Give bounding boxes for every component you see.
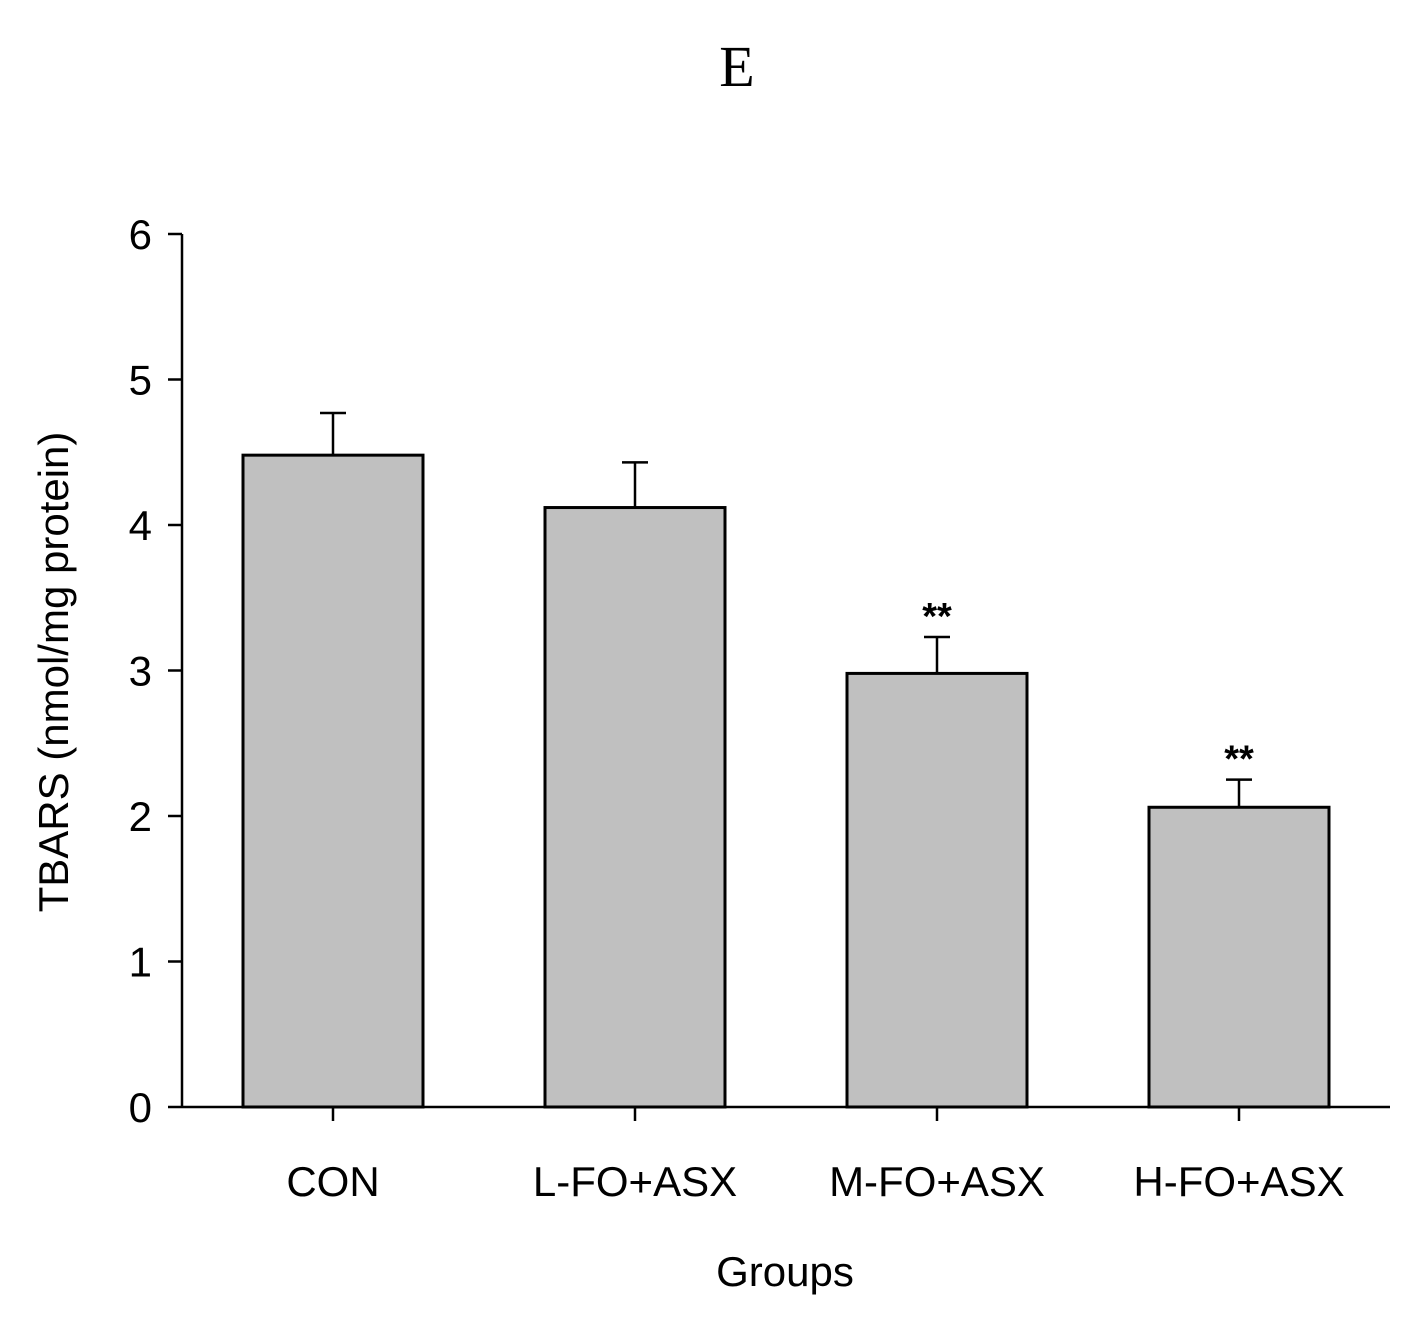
- y-tick-label: 3: [129, 648, 152, 695]
- x-tick-label: CON: [286, 1158, 379, 1205]
- x-tick-label: M-FO+ASX: [829, 1158, 1045, 1205]
- significance-marker: **: [922, 596, 952, 638]
- y-tick-label: 0: [129, 1084, 152, 1131]
- bar-con: [241, 453, 425, 1109]
- x-axis-label: Groups: [716, 1248, 854, 1295]
- y-tick-label: 4: [129, 502, 152, 549]
- y-tick-label: 2: [129, 793, 152, 840]
- chart-title: E: [719, 34, 754, 99]
- significance-marker: **: [1224, 739, 1254, 781]
- bar-h-fo-asx: [1147, 805, 1331, 1109]
- y-tick-label: 1: [129, 939, 152, 986]
- bars: [241, 453, 1331, 1109]
- error-bars: [320, 411, 1252, 808]
- x-axis: CON L-FO+ASX M-FO+ASX H-FO+ASX: [182, 1105, 1390, 1205]
- bar-l-fo-asx: [543, 506, 727, 1109]
- y-axis-label: TBARS (nmol/mg protein): [30, 432, 77, 913]
- bar-m-fo-asx: [845, 671, 1029, 1109]
- y-tick-label: 6: [129, 211, 152, 258]
- x-tick-label: L-FO+ASX: [533, 1158, 737, 1205]
- y-tick-label: 5: [129, 357, 152, 404]
- y-axis: 0 1 2 3 4 5 6: [129, 211, 184, 1131]
- x-tick-label: H-FO+ASX: [1133, 1158, 1344, 1205]
- annotations: ** **: [922, 596, 1254, 781]
